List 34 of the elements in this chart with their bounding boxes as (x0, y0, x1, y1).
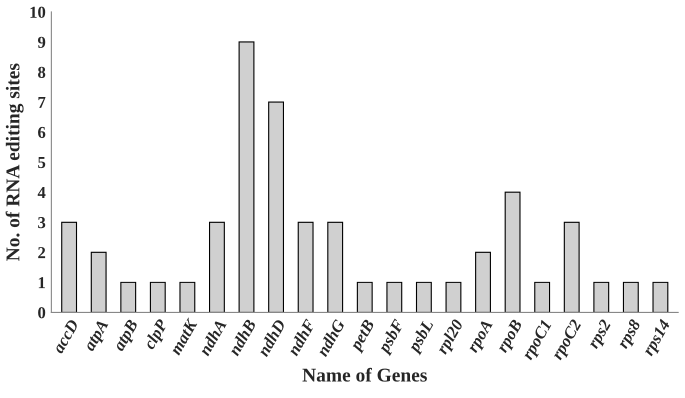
y-tick-label: 9 (38, 36, 46, 48)
bar (120, 282, 136, 312)
bar (90, 252, 107, 312)
y-tick-label: 2 (38, 247, 46, 258)
y-tick-label: 8 (38, 66, 46, 78)
bar (327, 222, 344, 312)
bar (534, 282, 550, 312)
x-axis-title: Name of Genes (302, 368, 427, 382)
bar (475, 252, 491, 312)
bar (268, 102, 284, 312)
y-axis-title: No. of RNA editing sites (6, 64, 24, 261)
y-tick-label: 4 (38, 187, 46, 198)
bar (238, 41, 254, 312)
bar (61, 222, 78, 312)
y-tick-label: 3 (38, 217, 46, 228)
bar (564, 222, 580, 312)
bar (652, 282, 668, 312)
bar (208, 222, 225, 312)
bar (386, 282, 402, 312)
bar (622, 282, 639, 312)
bar (298, 222, 314, 312)
bar (446, 282, 462, 312)
bar (150, 282, 166, 312)
y-tick-label: 5 (38, 157, 46, 168)
bar (356, 282, 373, 312)
bar (593, 282, 610, 312)
bar (179, 282, 196, 312)
y-tick-label: 6 (38, 126, 46, 138)
bar (416, 282, 432, 312)
bar (504, 192, 521, 312)
y-tick-label: 0 (38, 307, 46, 318)
y-tick-label: 7 (38, 96, 46, 108)
y-tick-label: 1 (38, 277, 45, 288)
y-tick-label: 10 (30, 6, 46, 18)
